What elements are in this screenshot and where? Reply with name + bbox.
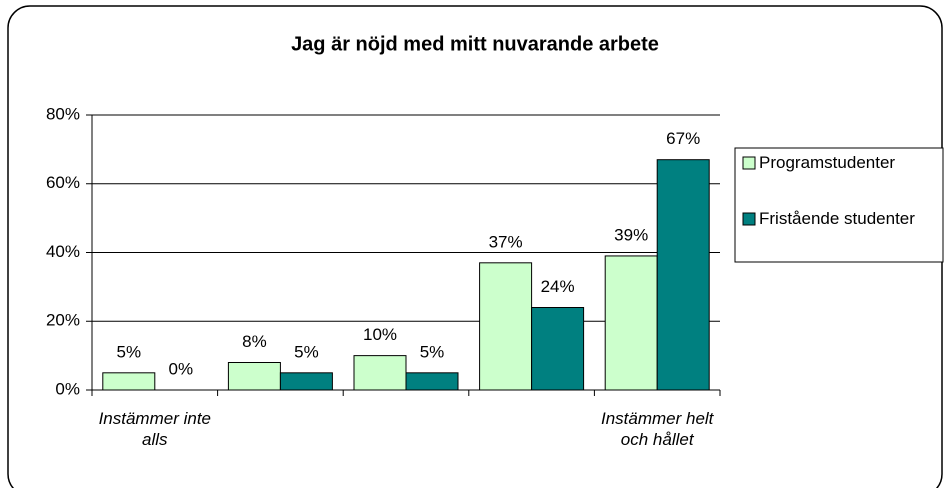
bar [279,372,333,391]
value-label: 8% [242,332,267,351]
legend-swatch [742,212,756,226]
bar [656,159,710,391]
value-label: 5% [117,342,142,361]
value-label: 5% [294,342,319,361]
bar [479,262,533,391]
value-label: 67% [666,129,700,148]
y-tick-label: 80% [46,104,80,123]
value-label: 39% [614,225,648,244]
chart-title: Jag är nöjd med mitt nuvarande arbete [291,33,659,55]
value-label: 0% [169,359,194,378]
value-label: 24% [541,277,575,296]
legend-box [734,147,944,263]
bar [405,372,459,391]
bar [353,355,407,391]
y-tick-label: 40% [46,242,80,261]
bar [227,362,281,391]
bar [531,307,585,391]
y-tick-label: 20% [46,311,80,330]
value-label: 37% [489,232,523,251]
bar [604,255,658,391]
legend-swatch [742,156,756,170]
y-tick-label: 0% [55,379,80,398]
y-tick-label: 60% [46,173,80,192]
x-tick-label: Instämmer helt och hållet [600,409,714,449]
x-tick-label: Instämmer inte alls [98,409,212,449]
legend-label: Programstudenter [759,153,896,172]
bar [102,372,156,391]
value-label: 5% [420,342,445,361]
legend-label: Fristående studenter [759,209,915,228]
value-label: 10% [363,325,397,344]
